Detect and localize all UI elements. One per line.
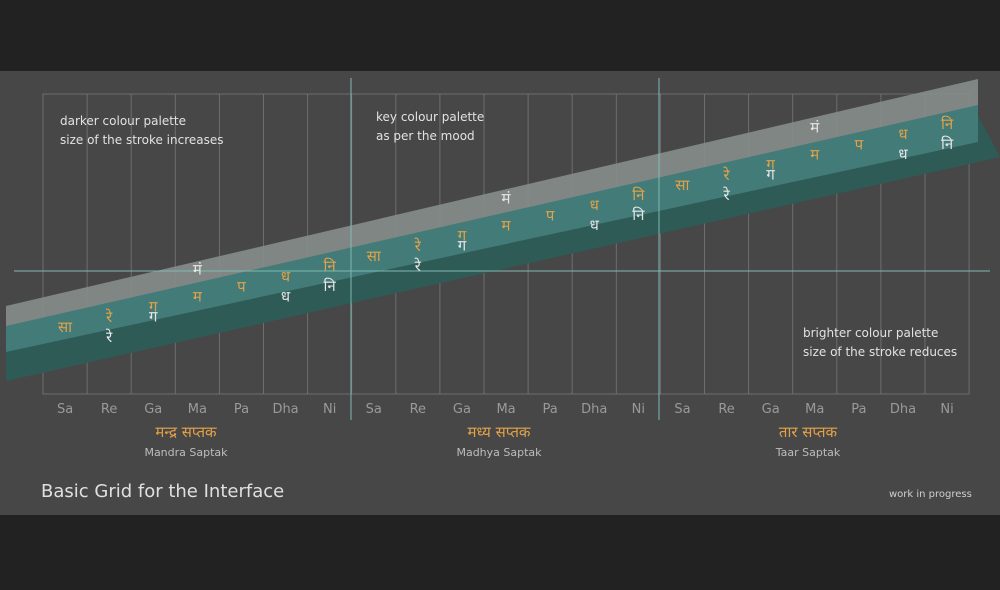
grid-border — [42, 93, 970, 395]
note-name-label: Ni — [940, 402, 953, 417]
note-name-label: Ni — [632, 402, 645, 417]
band-key-palette — [6, 105, 978, 352]
swara-tivra-ma: मं — [810, 118, 820, 136]
note-name-label: Dha — [890, 402, 916, 417]
note-name-label: Sa — [674, 402, 690, 417]
swara-shuddha: नि — [324, 257, 337, 275]
page-title: Basic Grid for the Interface — [41, 481, 285, 502]
brighter-palette-line2: size of the stroke reduces — [803, 345, 958, 359]
status-note: work in progress — [889, 489, 972, 500]
note-name-label: Re — [410, 402, 426, 417]
mandra-saptak-english: Mandra Saptak — [144, 446, 228, 459]
note-axis-labels: Sa Re Ga Ma Pa Dha Ni Sa Re Ga Ma Pa Dha Ni Sa Re Ga Ma Pa… — [57, 402, 954, 417]
swara-komal-dha: ध — [281, 287, 291, 305]
swara-shuddha: ध — [590, 196, 600, 214]
swara-shuddha: रे — [105, 308, 113, 326]
note-name-label: Re — [718, 402, 734, 417]
swara-notes: सारेरेगगममंपधधनिनिसारेरेगगममंपधधनिनिसारे… — [58, 115, 954, 346]
swara-shuddha: नि — [632, 186, 645, 204]
note-name-label: Ma — [805, 402, 824, 417]
band-light-palette — [6, 79, 978, 330]
madhya-saptak-hindi: मध्य सप्तक — [467, 423, 531, 441]
swara-shuddha: नि — [941, 115, 954, 133]
darker-palette-line2: size of the stroke increases — [60, 133, 224, 147]
swara-shuddha: ध — [898, 125, 908, 143]
swara-shuddha: प — [546, 206, 555, 224]
swara-shuddha: ध — [281, 267, 291, 285]
swara-shuddha: सा — [367, 247, 382, 265]
key-palette-note: key colour palette as per the mood — [376, 108, 484, 146]
swara-komal-re: रे — [105, 328, 113, 346]
swara-shuddha: प — [237, 277, 246, 295]
note-name-label: Pa — [234, 402, 249, 417]
note-name-label: Ga — [762, 402, 780, 417]
swara-shuddha: ग — [766, 156, 775, 174]
axis-lines — [14, 78, 990, 420]
swara-shuddha: ग — [458, 227, 467, 245]
note-name-label: Ga — [453, 402, 471, 417]
note-name-label: Sa — [366, 402, 382, 417]
note-name-label: Ma — [496, 402, 515, 417]
swara-shuddha: म — [193, 288, 203, 306]
swara-komal-re: रे — [722, 186, 730, 204]
swara-komal-ni: नि — [632, 206, 645, 224]
brighter-palette-note: brighter colour palette size of the stro… — [803, 324, 957, 362]
swara-komal-ga: ग — [149, 308, 158, 326]
darker-palette-note: darker colour palette size of the stroke… — [60, 112, 224, 150]
mood-bands — [6, 79, 1000, 381]
note-name-label: Ni — [323, 402, 336, 417]
swara-shuddha: प — [855, 135, 864, 153]
note-name-label: Dha — [581, 402, 607, 417]
swara-shuddha: सा — [58, 318, 73, 336]
note-name-label: Pa — [543, 402, 558, 417]
swara-shuddha: रे — [722, 166, 730, 184]
taar-saptak-hindi: तार सप्तक — [778, 423, 838, 441]
swara-shuddha: रे — [414, 237, 422, 255]
brighter-palette-line1: brighter colour palette — [803, 326, 939, 340]
note-name-label: Sa — [57, 402, 73, 417]
darker-palette-line1: darker colour palette — [60, 114, 187, 128]
mandra-saptak-hindi: मन्द्र सप्तक — [155, 423, 217, 441]
swara-komal-re: रे — [414, 257, 422, 275]
note-name-label: Ma — [188, 402, 207, 417]
key-palette-line2: as per the mood — [376, 129, 475, 143]
key-palette-line1: key colour palette — [376, 110, 485, 124]
note-name-label: Ga — [144, 402, 162, 417]
note-name-label: Pa — [851, 402, 866, 417]
taar-saptak-english: Taar Saptak — [775, 446, 841, 459]
swara-shuddha: सा — [675, 176, 690, 194]
swara-komal-dha: ध — [898, 145, 908, 163]
swara-komal-dha: ध — [590, 216, 600, 234]
swara-komal-ga: ग — [458, 237, 467, 255]
swara-tivra-ma: मं — [502, 190, 512, 208]
madhya-saptak-english: Madhya Saptak — [456, 446, 542, 459]
swara-tivra-ma: मं — [193, 261, 203, 279]
swara-komal-ni: नि — [941, 135, 954, 153]
swara-komal-ga: ग — [766, 166, 775, 184]
swara-shuddha: म — [810, 145, 820, 163]
swara-komal-ni: नि — [324, 277, 337, 295]
swara-shuddha: ग — [149, 298, 158, 316]
note-name-label: Re — [101, 402, 117, 417]
note-name-label: Dha — [272, 402, 298, 417]
swara-shuddha: म — [502, 217, 512, 235]
